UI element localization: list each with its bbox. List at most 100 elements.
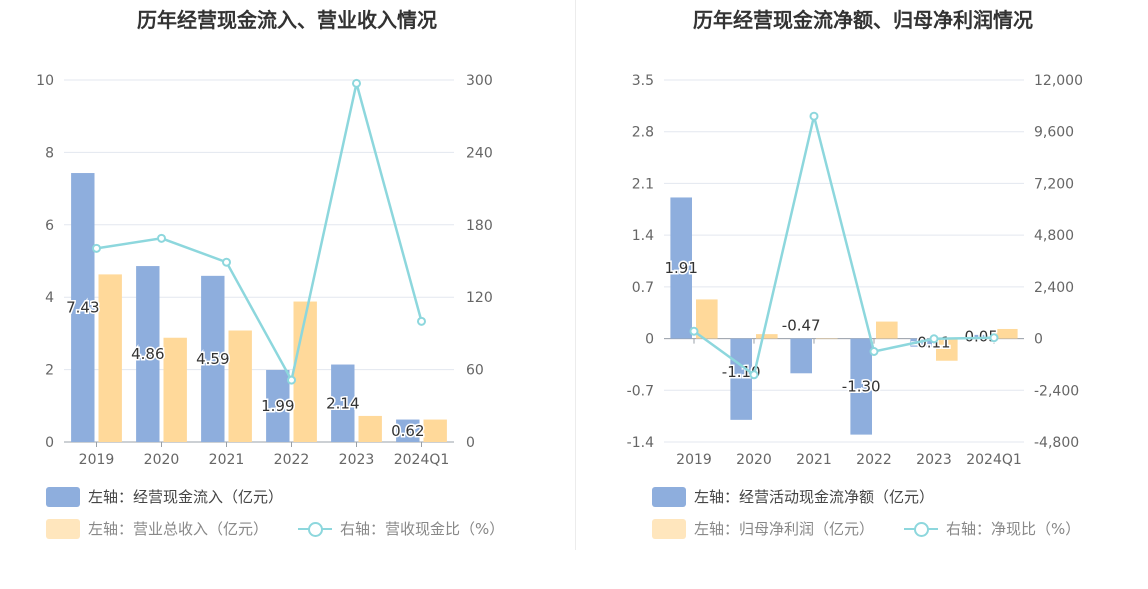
y-right-tick-label: 0	[466, 435, 475, 451]
bar-primary	[790, 338, 812, 374]
bar-primary	[71, 173, 95, 442]
chart-title: 历年经营现金流净额、归母净利润情况	[693, 8, 1033, 32]
y-left-tick-label: 2.8	[632, 125, 654, 141]
x-tick-label: 2022	[856, 452, 892, 468]
y-left-tick-label: -0.7	[627, 383, 654, 399]
y-right-tick-label: 12,000	[1034, 73, 1083, 89]
legend-swatch-line	[904, 519, 938, 539]
y-left-tick-label: 3.5	[632, 73, 654, 89]
legend-item-series-2[interactable]: 右轴：净现比（%）	[904, 518, 1080, 539]
bar-primary	[201, 275, 225, 442]
bar-secondary	[996, 328, 1018, 339]
bar-data-label: -0.11	[912, 334, 951, 352]
bar-data-label: 4.86	[131, 345, 164, 363]
x-tick-label: 2020	[736, 452, 772, 468]
legend-label: 右轴：营收现金比（%）	[340, 520, 505, 538]
y-right-tick-label: 0	[1034, 332, 1043, 348]
bar-primary	[136, 266, 160, 442]
y-right-tick-label: -4,800	[1034, 435, 1079, 451]
bar-secondary	[816, 338, 838, 340]
y-right-tick-label: 180	[466, 218, 493, 234]
bar-secondary	[228, 330, 252, 442]
y-right-tick-label: 9,600	[1034, 125, 1074, 141]
line-point	[157, 233, 166, 243]
x-tick-label: 2021	[209, 452, 245, 468]
bar-secondary	[358, 415, 382, 442]
bar-data-label: 7.43	[66, 299, 99, 317]
y-left-tick-label: 2	[45, 363, 54, 379]
line-point	[92, 243, 101, 253]
bar-secondary	[293, 301, 317, 442]
legend-label: 左轴：经营活动现金流净额（亿元）	[694, 488, 935, 506]
legend-swatch-bar	[46, 486, 80, 507]
legend-swatch-bar	[652, 486, 686, 507]
y-left-tick-label: 6	[45, 218, 54, 234]
bar-secondary	[423, 419, 447, 442]
legend-label: 右轴：净现比（%）	[946, 520, 1081, 538]
legend-swatch-bar	[46, 518, 80, 539]
line-point	[749, 370, 759, 380]
line-point	[222, 257, 231, 267]
bar-data-label: 2.14	[326, 394, 359, 412]
y-left-tick-label: 0	[645, 332, 654, 348]
x-tick-label: 2019	[79, 452, 115, 468]
y-right-tick-label: 2,400	[1034, 280, 1074, 296]
line-point	[352, 78, 361, 88]
y-right-tick-label: 240	[466, 145, 493, 161]
legend-item-series-1[interactable]: 左轴：归母净利润（亿元）	[652, 518, 874, 539]
y-left-tick-label: 1.4	[632, 228, 654, 244]
y-right-tick-label: 300	[466, 73, 493, 89]
y-left-tick-label: 0	[45, 435, 54, 451]
y-left-tick-label: 2.1	[632, 176, 654, 192]
legend-label: 左轴：营业总收入（亿元）	[88, 520, 269, 538]
bar-data-label: 0.62	[391, 422, 424, 440]
bar-primary	[850, 338, 872, 435]
legend-item-series-1[interactable]: 左轴：营业总收入（亿元）	[46, 518, 268, 539]
y-right-tick-label: 60	[466, 363, 484, 379]
line-point	[989, 333, 999, 343]
y-left-tick-label: 10	[36, 73, 54, 89]
x-tick-label: 2022	[274, 452, 310, 468]
bar-secondary	[876, 321, 898, 339]
x-tick-label: 2024Q1	[394, 452, 450, 468]
y-left-tick-label: 4	[45, 290, 54, 306]
bar-data-label: 1.99	[261, 397, 294, 415]
y-left-tick-label: 0.7	[632, 280, 654, 296]
line-point	[929, 334, 939, 344]
legend-label: 左轴：经营现金流入（亿元）	[88, 488, 284, 506]
y-right-tick-label: 7,200	[1034, 176, 1074, 192]
line-point	[417, 316, 426, 326]
bar-data-label: -1.30	[842, 378, 881, 396]
x-tick-label: 2024Q1	[966, 452, 1022, 468]
bar-secondary	[163, 337, 187, 442]
bar-secondary	[936, 338, 958, 361]
legend-item-series-0[interactable]: 左轴：经营活动现金流净额（亿元）	[652, 486, 934, 507]
line-series	[96, 83, 423, 384]
x-tick-label: 2023	[339, 452, 375, 468]
chart-title: 历年经营现金流入、营业收入情况	[137, 8, 437, 32]
legend-item-series-2[interactable]: 右轴：营收现金比（%）	[298, 518, 504, 539]
y-right-tick-label: -2,400	[1034, 383, 1079, 399]
chart-svg: -1.4 -0.7 0 0.7 1.4 2.1 2.8 3.5 -4,800 -2,400 0 2,4…	[627, 73, 1083, 468]
bar-secondary	[98, 274, 122, 442]
bar-primary	[730, 338, 752, 420]
chart-panel-cash-inflow: 历年经营现金流入、营业收入情况 0 2 4 6 8 10 0 60 120 180 240 300 20…	[36, 8, 504, 539]
bar-secondary	[756, 334, 778, 339]
legend-item-series-0[interactable]: 左轴：经营现金流入（亿元）	[46, 486, 283, 507]
bar-primary	[670, 197, 692, 339]
x-tick-label: 2021	[796, 452, 832, 468]
x-tick-label: 2020	[144, 452, 180, 468]
line-point	[809, 111, 819, 121]
line-point	[689, 326, 699, 336]
legend-label: 左轴：归母净利润（亿元）	[694, 520, 875, 538]
bar-secondary	[696, 299, 718, 339]
bar-data-label: 4.59	[196, 350, 229, 368]
chart-panel-net-cash: 历年经营现金流净额、归母净利润情况 -1.4 -0.7 0 0.7 1.4 2.1 2.8 3…	[576, 0, 1148, 589]
line-point	[287, 375, 296, 385]
bar-primary	[331, 364, 355, 442]
chart-svg: 0 2 4 6 8 10 0 60 120 180 240 300 2019 2020 2021 2022 20…	[36, 73, 493, 468]
bar-data-label: -0.47	[782, 316, 821, 334]
line-point	[869, 347, 879, 356]
y-left-tick-label: 8	[45, 145, 54, 161]
x-tick-label: 2023	[916, 452, 952, 468]
